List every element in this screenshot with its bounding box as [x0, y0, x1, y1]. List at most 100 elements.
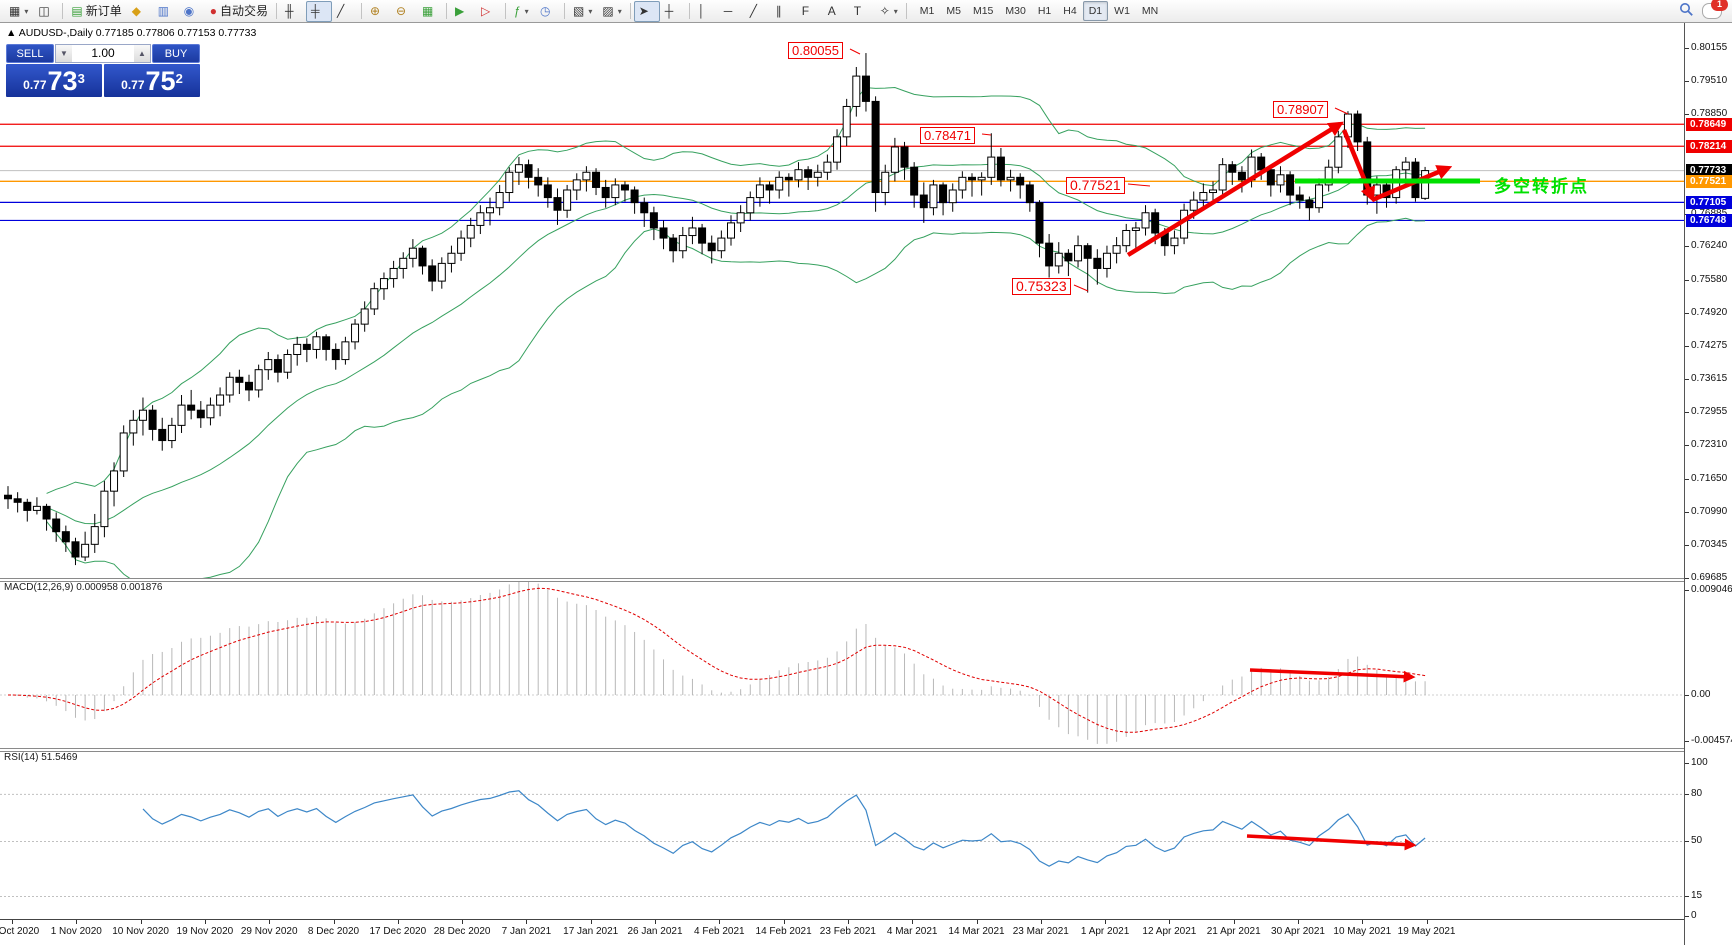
macd-indicator-label: MACD(12,26,9) 0.000958 0.001876 — [4, 582, 163, 593]
trend-arrows[interactable] — [1126, 121, 1453, 257]
label-button[interactable]: T — [849, 1, 875, 22]
candle-body — [476, 212, 485, 226]
chart-profile-icon[interactable]: ▨ ▾ — [597, 1, 626, 22]
candle-body — [890, 146, 899, 173]
candle-body — [1392, 169, 1401, 199]
zoom-in-icon[interactable]: ⊕ — [365, 1, 391, 22]
candle-body — [428, 265, 437, 282]
candle-body — [543, 184, 552, 199]
macd-trend-arrow[interactable] — [1249, 668, 1416, 683]
sell-button[interactable]: SELL — [6, 44, 54, 63]
time-label: 19 Nov 2020 — [176, 926, 234, 937]
time-tick — [1426, 920, 1428, 924]
trendline-button[interactable]: ╱ — [745, 1, 771, 22]
price-tag-0.75323[interactable]: 0.75323 — [1012, 278, 1071, 295]
indicators-icon-dropdown[interactable]: ▾ — [524, 6, 529, 16]
candle-body — [1276, 174, 1285, 186]
time-label: 12 Apr 2021 — [1142, 926, 1197, 937]
volume-up-button[interactable]: ▲ — [134, 45, 150, 62]
arrows-button-dropdown[interactable]: ▾ — [893, 6, 898, 16]
main-chart-canvas[interactable] — [0, 23, 1684, 579]
indicators-icon[interactable]: ƒ ▾ — [509, 1, 535, 22]
timeframe-m15[interactable]: M15 — [972, 5, 994, 17]
tile-windows-icon: ▦ — [421, 3, 434, 18]
timeframe-mn[interactable]: MN — [1141, 5, 1159, 17]
candle-body — [929, 184, 938, 209]
price-tick-0.73615: 0.73615 — [1691, 373, 1728, 385]
timeframe-w1[interactable]: W1 — [1114, 5, 1130, 17]
chart-window-icon-dropdown[interactable]: ▾ — [24, 6, 29, 16]
line-chart-icon[interactable]: ╱ — [332, 1, 358, 22]
period-icon[interactable]: ◷ — [535, 1, 561, 22]
candle-body — [514, 164, 523, 173]
new-order-button[interactable]: ▤ 新订单 — [66, 1, 126, 22]
channel-button[interactable]: ∥ — [771, 1, 797, 22]
candle-body — [1324, 166, 1333, 186]
price-tag-0.78907[interactable]: 0.78907 — [1273, 101, 1328, 118]
buy-price-panel[interactable]: 0.77 75 2 — [104, 64, 200, 97]
pane-separator-macd[interactable] — [0, 578, 1684, 582]
price-tag-0.77521[interactable]: 0.77521 — [1066, 177, 1125, 194]
candle-body — [322, 336, 331, 350]
time-tick — [783, 920, 785, 924]
signals-icon[interactable]: ◉ — [179, 1, 205, 22]
turning-point-annotation[interactable]: 多空转折点 — [1494, 177, 1589, 196]
volume-down-button[interactable]: ▼ — [56, 45, 72, 62]
cursor-button[interactable]: ➤ — [633, 0, 660, 22]
tile-windows-icon[interactable]: ▦ — [417, 1, 443, 22]
templates-icon[interactable]: ▧ ▾ — [568, 1, 597, 22]
vertical-line-button[interactable]: │ — [693, 1, 719, 22]
candle-body — [688, 227, 697, 237]
arrows-button[interactable]: ✧ ▾ — [875, 1, 903, 22]
timeframe-m30[interactable]: M30 — [1005, 5, 1026, 17]
horizontal-line-button[interactable]: ─ — [719, 1, 745, 22]
search-icon[interactable] — [1679, 2, 1694, 20]
bar-chart-icon[interactable]: ╫ — [280, 1, 306, 22]
timeframe-d1[interactable]: D1 — [1082, 1, 1109, 21]
fibonacci-button[interactable]: F — [797, 1, 823, 22]
time-tick — [1105, 920, 1107, 924]
market-watch-icon[interactable]: ◆ — [127, 1, 153, 22]
candle-body — [1305, 199, 1314, 209]
navigator-icon[interactable]: ▥ — [153, 1, 179, 22]
chart-profile-icon-dropdown[interactable]: ▾ — [617, 6, 622, 16]
toolbar-separator — [445, 3, 447, 19]
templates-icon-dropdown[interactable]: ▾ — [588, 6, 593, 16]
price-tag-0.80055[interactable]: 0.80055 — [788, 42, 843, 59]
candle-body — [1074, 245, 1083, 262]
candle-body — [1218, 164, 1227, 191]
buy-button[interactable]: BUY — [152, 44, 200, 63]
candle-body — [717, 237, 726, 252]
chart-shift-icon[interactable]: ▷ — [476, 1, 502, 22]
candle-body — [1035, 202, 1044, 244]
rsi-trend-arrow[interactable] — [1246, 834, 1417, 851]
volume-value[interactable]: 1.00 — [91, 46, 115, 60]
timeframe-m1[interactable]: M1 — [919, 5, 935, 17]
time-label: 23 Feb 2021 — [819, 926, 876, 937]
timeframe-h1[interactable]: H1 — [1037, 5, 1052, 17]
candlestick-icon[interactable]: ╪ — [305, 0, 332, 22]
timeframe-m5[interactable]: M5 — [946, 5, 961, 17]
timeframe-h4[interactable]: H4 — [1063, 5, 1077, 17]
chat-icon[interactable]: 1 — [1702, 0, 1728, 19]
macd-pane-canvas[interactable] — [0, 580, 1684, 748]
chart-window-icon[interactable]: ▦ ▾ — [4, 1, 33, 22]
time-label: 7 Jan 2021 — [501, 926, 552, 937]
time-label: 10 Nov 2020 — [112, 926, 169, 937]
autotrading-button[interactable]: ● 自动交易 — [205, 1, 273, 22]
text-button[interactable]: A — [823, 1, 849, 22]
candle-body — [1054, 252, 1063, 267]
auto-scroll-icon: ▶ — [454, 3, 465, 18]
crosshair-button[interactable]: ┼ — [660, 1, 686, 22]
price-tag-0.78471[interactable]: 0.78471 — [920, 127, 975, 144]
sell-price-panel[interactable]: 0.77 73 3 — [6, 64, 102, 97]
time-tick — [526, 920, 528, 924]
zoom-out-icon[interactable]: ⊖ — [391, 1, 417, 22]
candle-body — [813, 171, 822, 178]
pane-separator-rsi[interactable] — [0, 748, 1684, 752]
rsi-pane-canvas[interactable] — [0, 750, 1684, 919]
profiles-icon[interactable]: ◫ — [33, 1, 59, 22]
price-badge-0.78649: 0.78649 — [1686, 117, 1732, 131]
auto-scroll-icon[interactable]: ▶ — [450, 1, 476, 22]
